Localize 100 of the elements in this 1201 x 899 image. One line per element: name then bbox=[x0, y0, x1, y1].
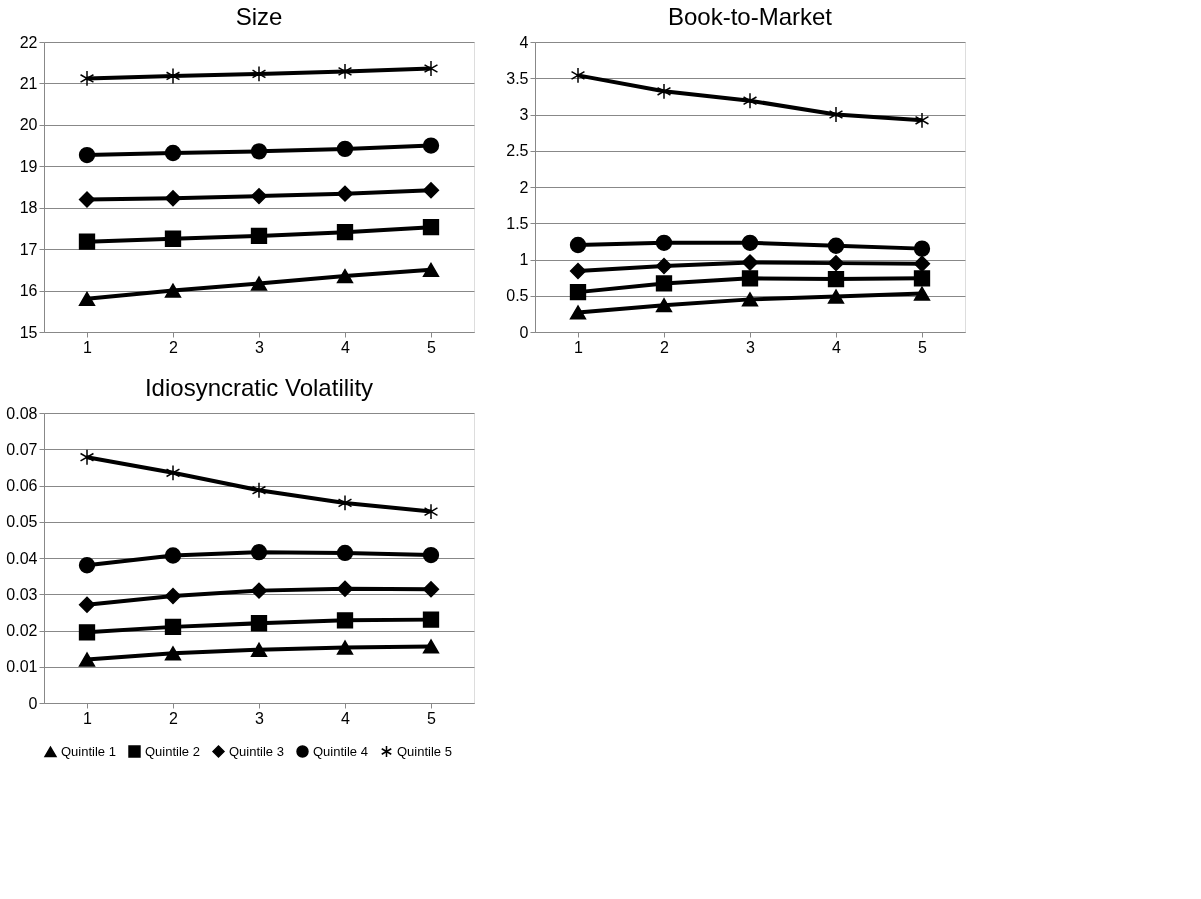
point bbox=[250, 187, 268, 205]
y-tick-label: 2 bbox=[519, 178, 529, 196]
point bbox=[164, 144, 182, 162]
y-tick-label: 21 bbox=[19, 74, 38, 92]
legend-label: Quintile 4 bbox=[313, 743, 368, 759]
point bbox=[827, 237, 845, 254]
point bbox=[422, 611, 440, 628]
y-tick-label: 0 bbox=[519, 323, 529, 341]
y-tick-label: 0.07 bbox=[6, 440, 38, 458]
point bbox=[250, 615, 268, 632]
point bbox=[78, 652, 96, 667]
point bbox=[250, 143, 268, 160]
point bbox=[913, 255, 931, 273]
point bbox=[422, 182, 440, 199]
point bbox=[78, 146, 96, 164]
point bbox=[79, 70, 95, 87]
point bbox=[337, 494, 353, 512]
point bbox=[336, 223, 354, 241]
point bbox=[250, 544, 268, 561]
point bbox=[336, 612, 354, 629]
point bbox=[655, 234, 673, 251]
y-tick-label: 0.02 bbox=[6, 622, 38, 639]
point bbox=[250, 276, 268, 291]
x-tick-label: 4 bbox=[832, 338, 842, 356]
point bbox=[569, 236, 587, 254]
point bbox=[422, 137, 440, 154]
y-tick-label: 18 bbox=[19, 199, 38, 217]
point bbox=[741, 292, 759, 307]
chart-title: Book-to-Market bbox=[667, 3, 833, 30]
legend-label: Quintile 1 bbox=[61, 743, 116, 759]
chart-title: Idiosyncratic Volatility bbox=[144, 374, 374, 401]
x-tick-label: 3 bbox=[255, 709, 265, 727]
point bbox=[78, 624, 96, 641]
x-tick-label: 1 bbox=[574, 338, 584, 356]
point bbox=[164, 547, 182, 564]
point bbox=[165, 464, 181, 481]
point bbox=[250, 582, 268, 599]
point bbox=[655, 275, 673, 292]
point bbox=[164, 618, 182, 636]
point bbox=[250, 227, 268, 245]
y-tick-label: 19 bbox=[19, 157, 38, 175]
y-tick-label: 0.06 bbox=[6, 477, 38, 494]
point bbox=[570, 67, 586, 84]
point bbox=[741, 254, 759, 271]
y-tick-label: 3 bbox=[519, 106, 529, 123]
y-tick-label: 4 bbox=[519, 33, 529, 51]
y-tick-label: 0.01 bbox=[6, 658, 38, 676]
point bbox=[78, 291, 96, 307]
legend-label: Quintile 5 bbox=[397, 743, 452, 759]
point bbox=[569, 262, 587, 280]
point bbox=[336, 580, 354, 597]
y-tick-label: 0.04 bbox=[6, 549, 38, 567]
point bbox=[337, 63, 353, 80]
point bbox=[164, 190, 182, 207]
y-tick-label: 2.5 bbox=[506, 142, 529, 160]
x-tick-label: 3 bbox=[746, 338, 756, 356]
x-tick-label: 1 bbox=[83, 338, 93, 356]
point bbox=[742, 92, 758, 109]
point bbox=[828, 106, 844, 123]
point bbox=[827, 270, 845, 288]
chart-title: Size bbox=[235, 3, 283, 30]
point bbox=[569, 283, 587, 301]
point bbox=[741, 270, 759, 287]
y-tick-label: 0.5 bbox=[506, 287, 529, 305]
point bbox=[78, 557, 96, 574]
point bbox=[250, 642, 268, 657]
point bbox=[422, 262, 440, 278]
point bbox=[336, 544, 354, 562]
point bbox=[569, 305, 587, 320]
point bbox=[423, 503, 439, 520]
point bbox=[741, 234, 759, 251]
point bbox=[164, 587, 182, 605]
y-tick-label: 3.5 bbox=[506, 69, 529, 87]
point bbox=[423, 60, 439, 77]
y-tick-label: 15 bbox=[19, 323, 38, 341]
y-tick-label: 22 bbox=[19, 33, 38, 51]
y-tick-label: 17 bbox=[19, 240, 38, 258]
point bbox=[422, 581, 440, 598]
point bbox=[336, 140, 354, 158]
y-tick-label: 0.05 bbox=[6, 513, 38, 531]
x-tick-label: 2 bbox=[169, 709, 179, 727]
point bbox=[336, 640, 354, 655]
point bbox=[165, 67, 181, 85]
x-tick-label: 5 bbox=[427, 338, 437, 356]
point bbox=[913, 270, 931, 287]
point bbox=[913, 240, 931, 257]
point bbox=[336, 185, 354, 202]
point bbox=[164, 646, 182, 661]
y-tick-label: 1 bbox=[519, 251, 529, 268]
x-tick-label: 5 bbox=[427, 709, 437, 727]
legend-label: Quintile 3 bbox=[229, 743, 284, 759]
point bbox=[251, 65, 267, 83]
point bbox=[655, 257, 673, 275]
y-tick-label: 16 bbox=[19, 282, 38, 300]
x-tick-label: 3 bbox=[255, 338, 265, 356]
x-tick-label: 4 bbox=[341, 338, 351, 356]
legend-label: Quintile 2 bbox=[145, 743, 200, 759]
y-tick-label: 0.08 bbox=[6, 404, 38, 422]
y-tick-label: 0.03 bbox=[6, 585, 38, 603]
point bbox=[164, 230, 182, 247]
